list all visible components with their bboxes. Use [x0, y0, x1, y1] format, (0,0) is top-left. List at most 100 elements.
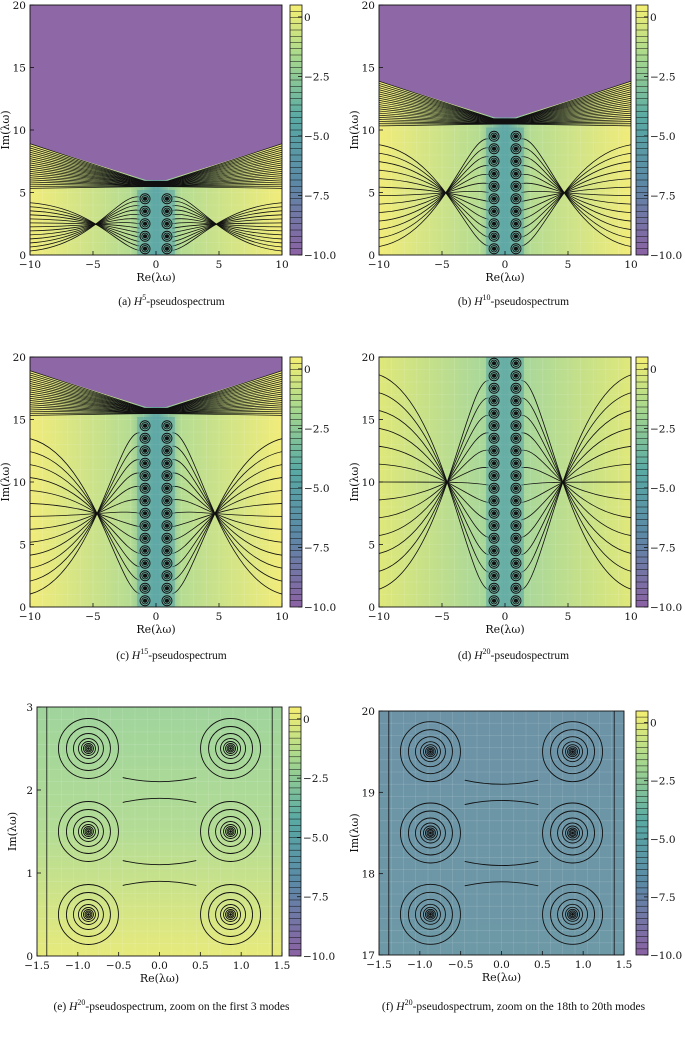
mode-ring: [143, 437, 146, 440]
mode-ring: [165, 449, 168, 452]
mode-ring: [514, 210, 517, 213]
mode-ring: [492, 185, 495, 188]
y-axis-label: Im(λω): [0, 110, 12, 149]
mode-ring: [514, 185, 517, 188]
mode-ring: [492, 587, 495, 590]
colorbar-tick-label: −2.5: [650, 423, 676, 435]
caption-f: (f) H20-pseudospectrum, zoom on the 18th…: [342, 998, 685, 1013]
mode-ring: [165, 222, 168, 225]
x-tick-label: 1.0: [575, 959, 592, 971]
x-tick-label: 0.0: [493, 959, 510, 971]
mode-ring: [514, 424, 517, 427]
y-tick-label: 5: [19, 188, 26, 200]
y-axis-label: Im(λω): [348, 462, 361, 501]
mode-ring: [143, 210, 146, 213]
mode-ring: [492, 474, 495, 477]
caption-b: (b) H10-pseudospectrum: [342, 293, 685, 308]
mode-ring: [514, 374, 517, 377]
x-tick-label: 5: [565, 611, 572, 623]
x-tick-label: 0.5: [192, 960, 209, 972]
mode-ring: [514, 135, 517, 138]
x-tick-label: −5: [85, 259, 100, 271]
mode-ring: [492, 449, 495, 452]
x-tick-label: −5: [434, 259, 449, 271]
caption-e: (e) H20-pseudospectrum, zoom on the firs…: [0, 998, 343, 1013]
colorbar-tick-label: −5.0: [650, 834, 676, 846]
mode-ring: [492, 399, 495, 402]
mode-ring: [143, 197, 146, 200]
mode-ring: [514, 172, 517, 175]
mode-ring: [165, 562, 168, 565]
mode-ring: [492, 462, 495, 465]
x-axis-label: Re(λω): [482, 971, 521, 984]
x-tick-label: −5: [434, 611, 449, 623]
mode-ring: [514, 160, 517, 163]
mode-ring: [165, 512, 168, 515]
y-tick-label: 15: [362, 415, 375, 427]
mode-ring: [165, 210, 168, 213]
mode-center: [429, 750, 432, 753]
mode-center: [87, 747, 90, 750]
mode-ring: [492, 437, 495, 440]
x-tick-label: 10: [624, 611, 637, 623]
y-tick-label: 20: [13, 0, 26, 12]
y-axis-label: Im(λω): [6, 812, 19, 851]
caption-f-prefix: (f): [382, 1001, 396, 1013]
colorbar-tick-label: −10.0: [304, 250, 336, 262]
mode-ring: [514, 499, 517, 502]
x-tick-label: 0: [502, 611, 509, 623]
y-axis-label: Im(λω): [348, 110, 361, 149]
mode-ring: [165, 599, 168, 602]
x-tick-label: 5: [565, 259, 572, 271]
caption-d-sup: 20: [483, 647, 491, 656]
colorbar-tick-label: 0: [650, 12, 657, 24]
caption-d-var: H: [474, 650, 482, 662]
mode-ring: [143, 235, 146, 238]
y-tick-label: 20: [13, 352, 26, 364]
caption-c-sup: 15: [140, 647, 148, 656]
mode-ring: [514, 449, 517, 452]
mode-ring: [143, 587, 146, 590]
colorbar-tick-label: 0: [303, 714, 310, 726]
teal-column: [137, 190, 175, 255]
y-axis-label: Im(λω): [348, 813, 361, 852]
mode-ring: [514, 399, 517, 402]
y-tick-label: 10: [362, 477, 375, 489]
caption-b-sup: 10: [483, 293, 491, 302]
mode-ring: [514, 197, 517, 200]
mode-center: [229, 830, 232, 833]
mode-ring: [492, 512, 495, 515]
mode-ring: [492, 424, 495, 427]
mode-ring: [492, 374, 495, 377]
mode-ring: [165, 424, 168, 427]
colorbar-tick-label: 0: [304, 12, 311, 24]
colorbar-tick-label: −7.5: [650, 190, 676, 202]
colorbar-tick-label: −2.5: [304, 423, 330, 435]
caption-c: (c) H15-pseudospectrum: [0, 647, 343, 662]
colorbar-tick-label: −10.0: [650, 950, 682, 962]
caption-d: (d) H20-pseudospectrum: [342, 647, 685, 662]
y-tick-label: 5: [368, 540, 375, 552]
colorbar-tick-label: 0: [650, 718, 657, 730]
mode-ring: [514, 587, 517, 590]
y-tick-label: 15: [13, 63, 26, 75]
panel-4-plot-area: [37, 707, 282, 956]
mode-ring: [165, 549, 168, 552]
mode-ring: [143, 524, 146, 527]
x-axis-label: Re(λω): [136, 271, 175, 284]
mode-center: [571, 913, 574, 916]
y-tick-label: 1: [26, 868, 33, 880]
colorbar-tick-label: −10.0: [650, 250, 682, 262]
x-tick-label: 0.5: [534, 959, 551, 971]
y-tick-label: 5: [19, 540, 26, 552]
mode-ring: [143, 599, 146, 602]
panel-0-plot-area: [30, 5, 282, 255]
mode-ring: [514, 412, 517, 415]
caption-b-suffix: -pseudospectrum: [491, 296, 570, 308]
x-tick-label: 1.0: [233, 960, 250, 972]
mode-ring: [514, 574, 517, 577]
